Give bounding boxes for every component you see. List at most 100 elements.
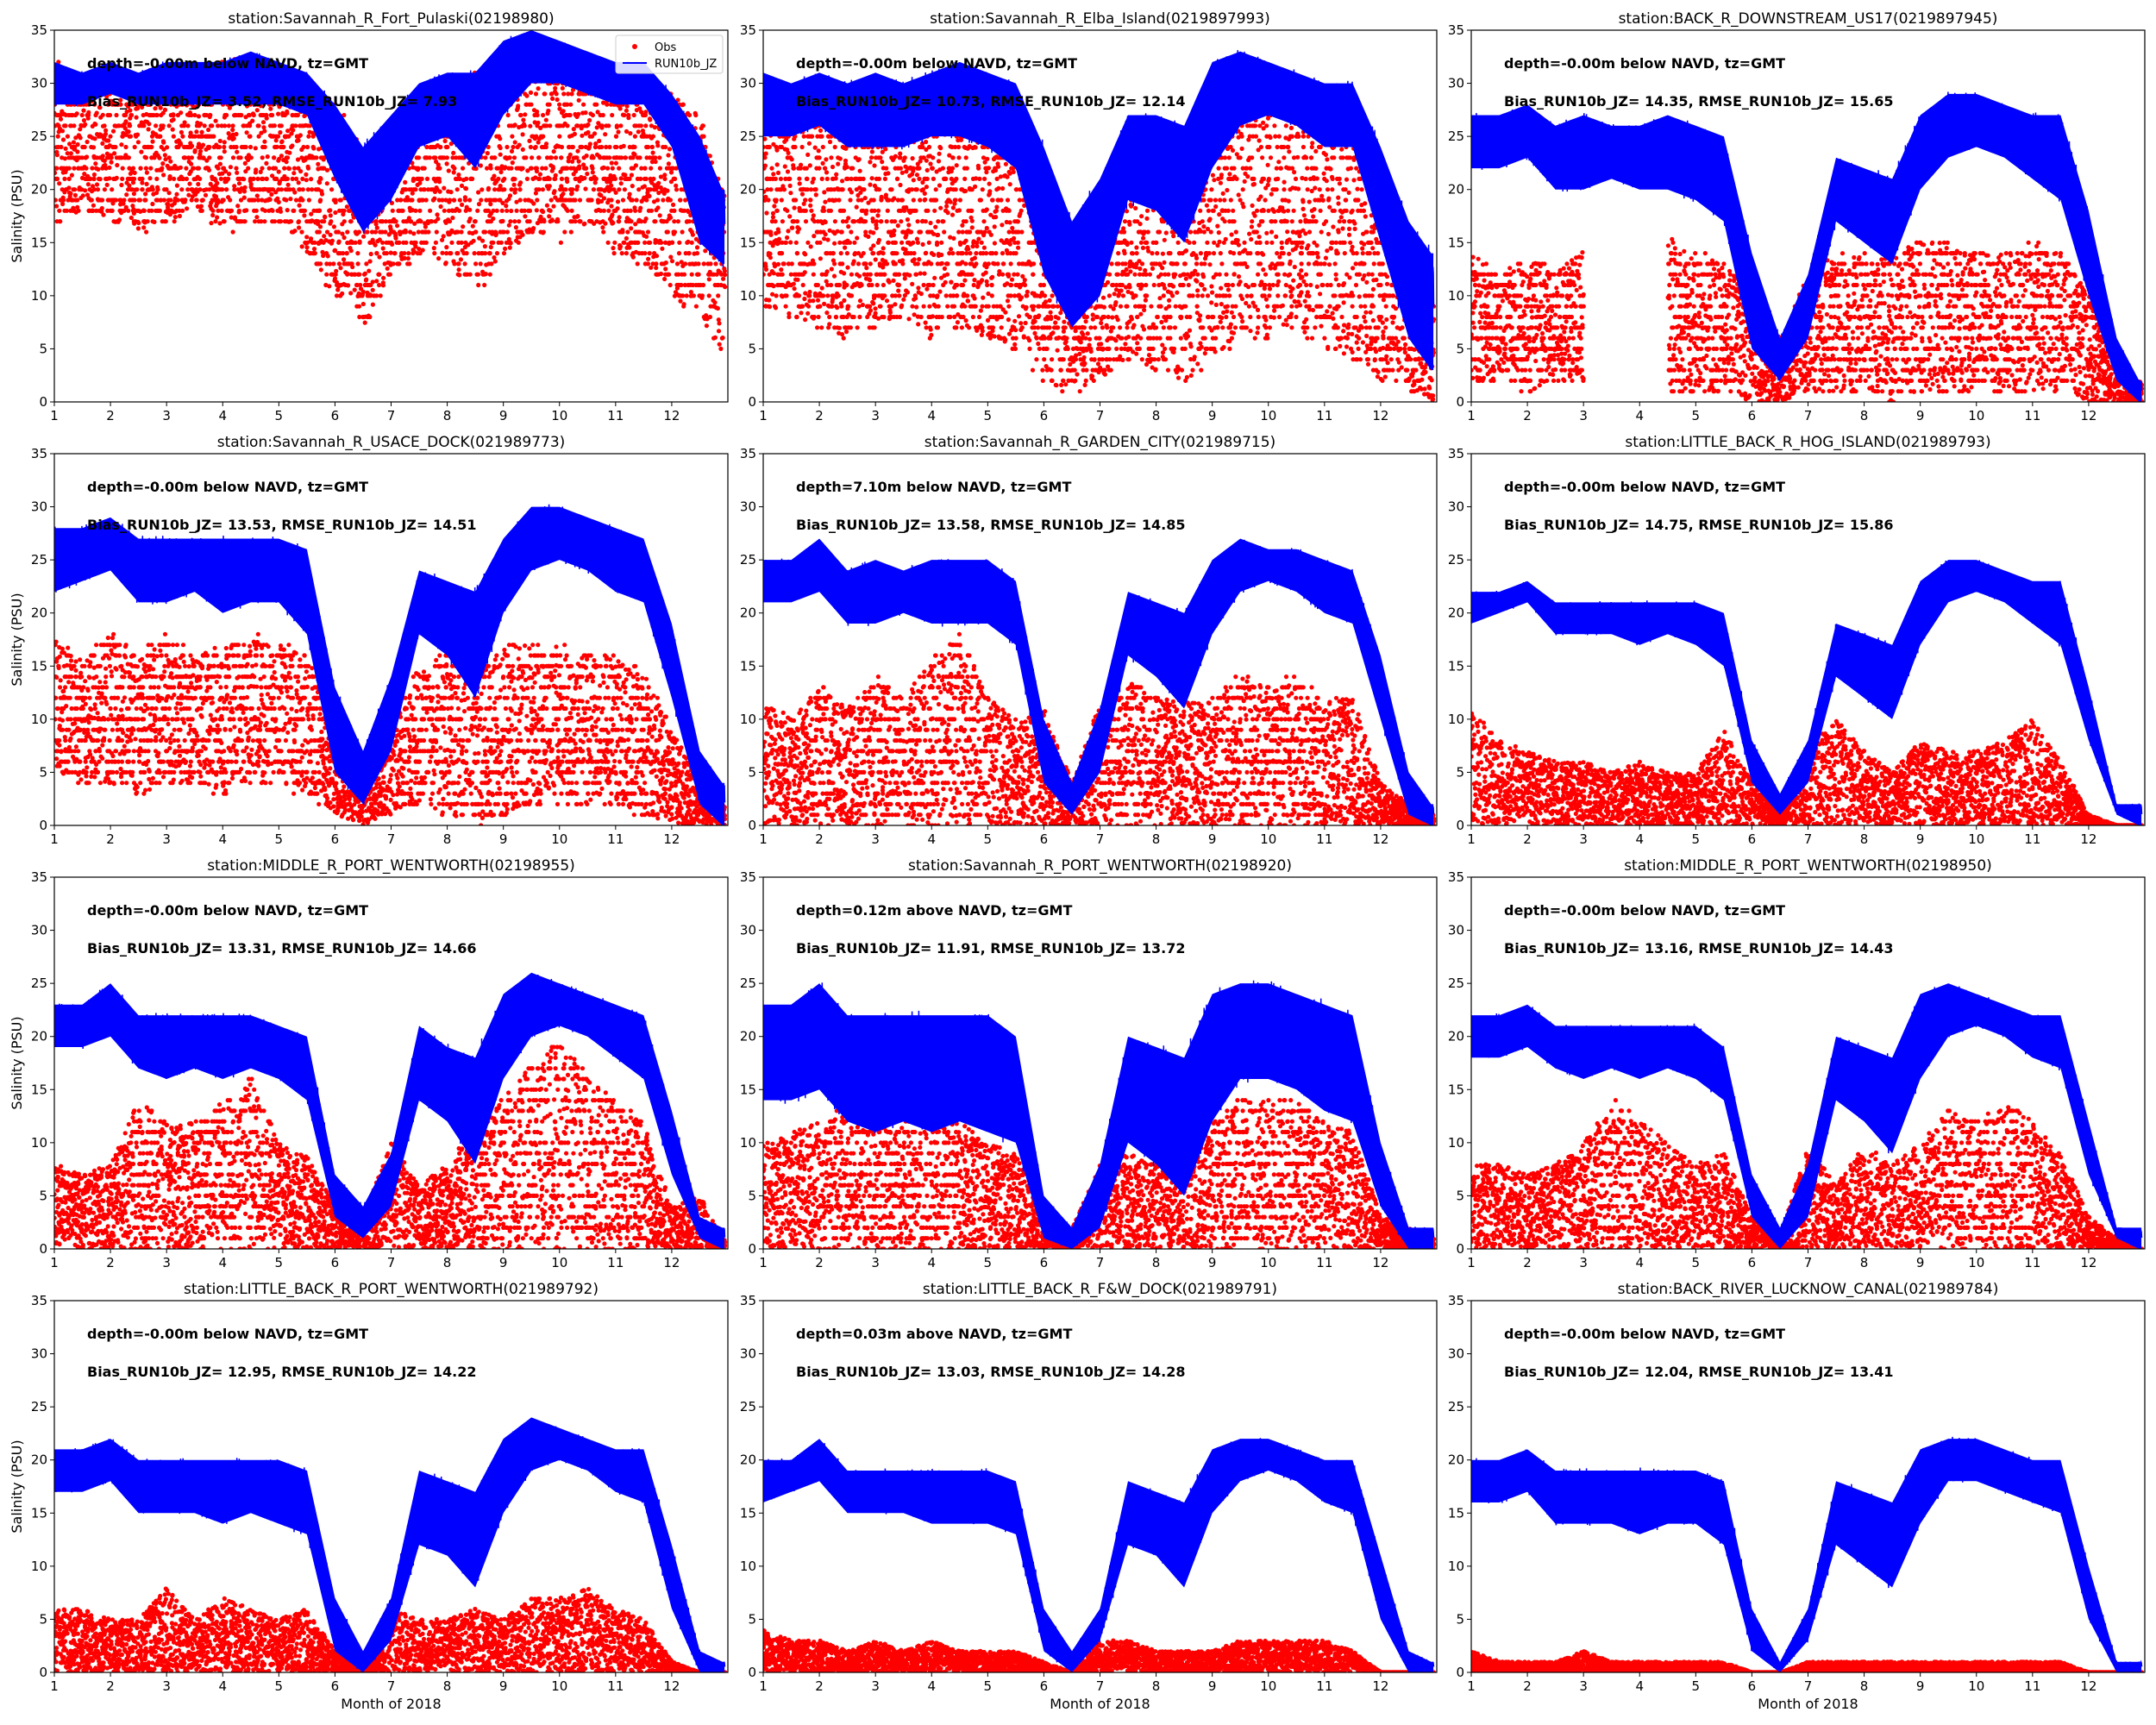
- obs-point: [842, 298, 846, 303]
- obs-point: [498, 136, 502, 141]
- obs-point: [683, 261, 687, 266]
- obs-point: [266, 154, 270, 159]
- obs-point: [657, 155, 661, 160]
- obs-point: [848, 241, 852, 245]
- obs-point: [600, 225, 605, 229]
- obs-point: [257, 123, 261, 128]
- obs-point: [718, 347, 723, 351]
- obs-point: [476, 273, 480, 277]
- obs-point: [636, 261, 640, 266]
- obs-point: [413, 187, 417, 191]
- obs-point: [231, 155, 235, 160]
- obs-point: [55, 153, 60, 157]
- obs-point: [300, 177, 304, 181]
- obs-point: [72, 187, 77, 191]
- obs-point: [771, 172, 775, 176]
- obs-point: [375, 226, 379, 230]
- obs-point: [237, 209, 241, 213]
- obs-point: [325, 168, 329, 172]
- obs-point: [844, 283, 849, 287]
- obs-point: [297, 180, 301, 185]
- obs-point: [776, 171, 780, 175]
- x-tick-label: 3: [162, 408, 171, 423]
- obs-point: [798, 181, 802, 185]
- obs-point: [371, 303, 375, 307]
- obs-point: [500, 219, 505, 223]
- obs-point: [620, 228, 624, 232]
- obs-point: [849, 229, 853, 234]
- obs-point: [135, 133, 140, 137]
- obs-point: [510, 149, 514, 154]
- obs-point: [816, 283, 820, 287]
- obs-point: [591, 170, 595, 174]
- obs-point: [677, 251, 681, 255]
- obs-point: [262, 219, 266, 223]
- obs-point: [777, 237, 781, 242]
- obs-point: [819, 325, 824, 329]
- obs-point: [222, 219, 227, 223]
- obs-point: [363, 321, 367, 325]
- obs-point: [639, 123, 643, 128]
- obs-point: [774, 198, 779, 202]
- obs-point: [670, 259, 674, 263]
- obs-point: [536, 155, 541, 160]
- obs-point: [219, 155, 223, 160]
- obs-point: [568, 103, 573, 107]
- obs-point: [357, 273, 361, 277]
- x-tick-label: 12: [663, 408, 680, 423]
- obs-point: [171, 112, 175, 116]
- obs-point: [805, 241, 810, 245]
- obs-point: [377, 254, 381, 259]
- obs-point: [457, 273, 461, 277]
- obs-point: [475, 209, 479, 213]
- obs-point: [239, 113, 243, 117]
- obs-point: [636, 129, 641, 134]
- obs-point: [624, 129, 629, 134]
- obs-point: [637, 155, 642, 160]
- obs-point: [820, 177, 824, 181]
- obs-point: [291, 209, 296, 213]
- obs-point: [850, 166, 855, 171]
- obs-point: [483, 244, 487, 248]
- obs-point: [840, 229, 844, 234]
- obs-point: [135, 116, 139, 120]
- obs-point: [143, 191, 147, 196]
- obs-point: [787, 151, 791, 155]
- obs-point: [142, 209, 147, 213]
- obs-point: [101, 113, 105, 117]
- obs-point: [448, 219, 452, 223]
- obs-point: [882, 273, 887, 277]
- obs-point: [284, 198, 288, 202]
- obs-point: [189, 162, 193, 166]
- obs-point: [824, 232, 828, 236]
- obs-point: [357, 229, 361, 234]
- obs-point: [768, 145, 772, 149]
- obs-point: [110, 155, 114, 160]
- obs-point: [260, 166, 264, 171]
- obs-point: [367, 269, 371, 273]
- obs-point: [512, 219, 517, 223]
- obs-point: [561, 191, 565, 196]
- obs-point: [633, 135, 637, 139]
- obs-point: [406, 251, 411, 255]
- obs-point: [897, 293, 901, 298]
- obs-point: [299, 229, 304, 234]
- obs-point: [845, 165, 849, 169]
- obs-point: [830, 267, 834, 271]
- x-tick-label: 6: [331, 408, 340, 423]
- obs-point: [418, 219, 423, 223]
- obs-point: [644, 235, 649, 239]
- obs-point: [557, 135, 561, 139]
- obs-point: [769, 166, 774, 171]
- obs-point: [77, 209, 81, 213]
- obs-point: [80, 113, 85, 117]
- obs-point: [222, 145, 226, 149]
- obs-point: [561, 109, 566, 113]
- legend-obs-label: Obs: [655, 41, 676, 54]
- obs-point: [498, 170, 503, 174]
- obs-point: [479, 187, 484, 191]
- obs-point: [864, 266, 868, 270]
- obs-point: [623, 172, 627, 177]
- obs-point: [179, 166, 183, 170]
- obs-point: [322, 234, 326, 238]
